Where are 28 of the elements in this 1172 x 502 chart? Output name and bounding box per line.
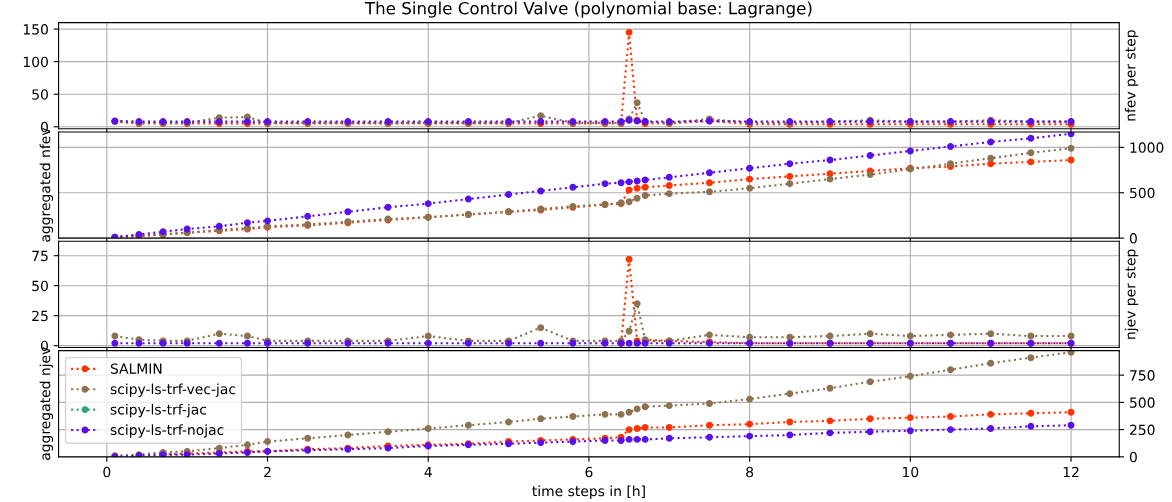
chart-title: The Single Control Valve (polynomial base: Lagrange) bbox=[364, 1, 812, 18]
y-tick-label: 150 bbox=[23, 24, 48, 35]
y-tick-label: 750 bbox=[1130, 370, 1155, 381]
y-tick-label: 0 bbox=[1129, 233, 1137, 244]
legend-label: scipy-ls-trf-jac bbox=[110, 403, 207, 418]
legend-label: scipy-ls-trf-vec-jac bbox=[110, 383, 236, 397]
y-tick-label: 25 bbox=[32, 310, 48, 322]
x-tick-label: 4 bbox=[424, 466, 432, 478]
y-axis-title: nfev per step bbox=[1124, 30, 1139, 121]
legend-label: SALMIN bbox=[110, 363, 162, 374]
y-tick-label: 50 bbox=[32, 89, 48, 100]
x-axis-title: time steps in [h] bbox=[532, 485, 645, 499]
y-tick-label: 1000 bbox=[1130, 142, 1164, 153]
x-tick-label: 2 bbox=[264, 466, 271, 478]
y-axis-title: njev per step bbox=[1124, 249, 1139, 339]
y-tick-label: 0 bbox=[1129, 451, 1137, 463]
x-tick-label: 10 bbox=[903, 466, 919, 478]
legend-label: scipy-ls-trf-nojac bbox=[110, 424, 224, 438]
x-tick-label: 12 bbox=[1063, 466, 1079, 478]
y-tick-label: 50 bbox=[32, 280, 48, 292]
x-tick-label: 8 bbox=[746, 466, 754, 478]
y-tick-label: 75 bbox=[32, 250, 48, 262]
x-tick-label: 0 bbox=[103, 466, 111, 478]
y-tick-label: 100 bbox=[23, 56, 48, 68]
x-tick-label: 6 bbox=[585, 466, 593, 478]
y-tick-label: 500 bbox=[1130, 397, 1155, 408]
y-tick-label: 250 bbox=[1130, 424, 1155, 436]
y-tick-label: 500 bbox=[1130, 187, 1155, 199]
